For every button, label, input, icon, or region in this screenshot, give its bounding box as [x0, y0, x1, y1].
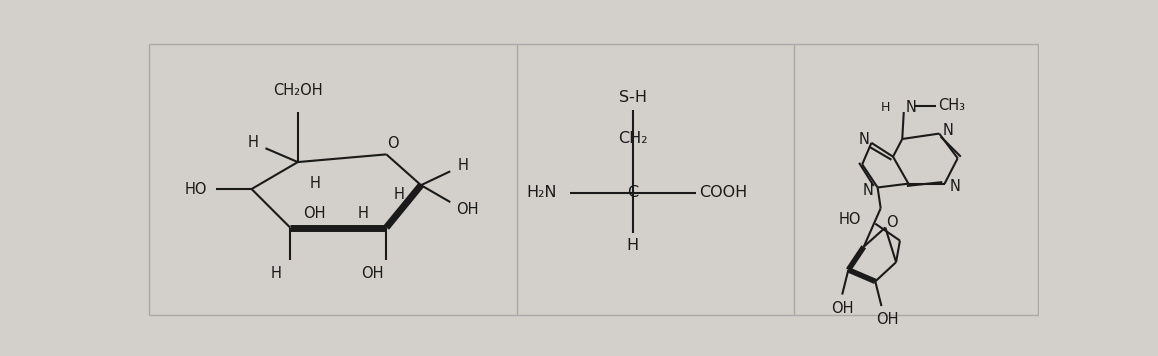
Text: H: H [271, 266, 281, 281]
Text: H₂N: H₂N [527, 185, 557, 200]
Text: H: H [626, 238, 639, 253]
Text: HO: HO [185, 182, 207, 197]
Text: COOH: COOH [699, 185, 748, 200]
Text: OH: OH [456, 202, 478, 217]
Text: H: H [309, 176, 320, 191]
Text: OH: OH [877, 313, 899, 328]
Text: N: N [943, 123, 954, 138]
Text: O: O [886, 215, 897, 230]
Text: O: O [387, 136, 398, 151]
Text: H: H [358, 206, 368, 221]
Text: S-H: S-H [618, 90, 647, 105]
Text: H: H [880, 101, 891, 114]
Text: C: C [628, 185, 638, 200]
Text: OH: OH [303, 206, 327, 221]
Text: OH: OH [361, 266, 383, 281]
Text: N: N [858, 132, 870, 147]
Text: N: N [906, 100, 916, 115]
Text: CH₂: CH₂ [618, 131, 647, 146]
Text: H: H [248, 135, 258, 150]
Text: OH: OH [831, 301, 853, 316]
Text: H: H [457, 158, 468, 173]
Text: CH₂OH: CH₂OH [273, 83, 323, 98]
Text: HO: HO [838, 211, 862, 226]
Text: H: H [394, 187, 405, 202]
Text: CH₃: CH₃ [938, 98, 965, 113]
Text: N: N [863, 183, 874, 198]
Text: N: N [950, 179, 961, 194]
